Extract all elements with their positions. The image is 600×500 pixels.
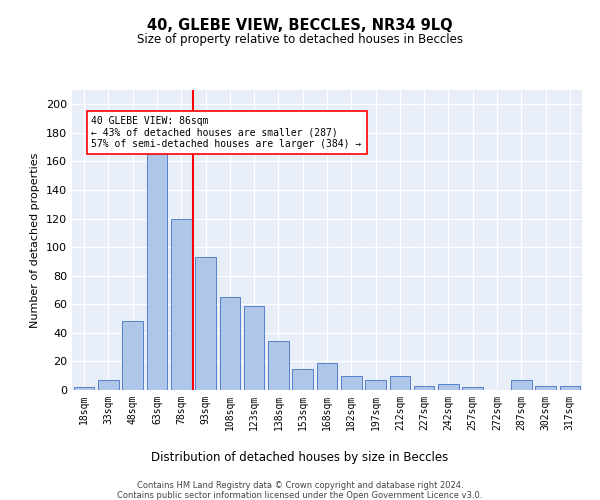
Bar — [389, 376, 410, 390]
Bar — [98, 380, 119, 390]
Bar — [560, 386, 580, 390]
Bar — [365, 380, 386, 390]
Text: 40 GLEBE VIEW: 86sqm
← 43% of detached houses are smaller (287)
57% of semi-deta: 40 GLEBE VIEW: 86sqm ← 43% of detached h… — [91, 116, 362, 149]
Bar — [74, 387, 94, 390]
Text: 40, GLEBE VIEW, BECCLES, NR34 9LQ: 40, GLEBE VIEW, BECCLES, NR34 9LQ — [147, 18, 453, 32]
Bar — [292, 368, 313, 390]
Bar — [317, 363, 337, 390]
Bar — [341, 376, 362, 390]
Bar — [268, 342, 289, 390]
Text: Contains public sector information licensed under the Open Government Licence v3: Contains public sector information licen… — [118, 490, 482, 500]
Bar — [122, 322, 143, 390]
Bar — [463, 387, 483, 390]
Bar — [146, 147, 167, 390]
Bar — [414, 386, 434, 390]
Bar — [511, 380, 532, 390]
Bar — [220, 297, 240, 390]
Y-axis label: Number of detached properties: Number of detached properties — [31, 152, 40, 328]
Text: Contains HM Land Registry data © Crown copyright and database right 2024.: Contains HM Land Registry data © Crown c… — [137, 480, 463, 490]
Bar — [438, 384, 459, 390]
Bar — [244, 306, 265, 390]
Bar — [195, 257, 216, 390]
Bar — [171, 218, 191, 390]
Text: Distribution of detached houses by size in Beccles: Distribution of detached houses by size … — [151, 451, 449, 464]
Bar — [535, 386, 556, 390]
Text: Size of property relative to detached houses in Beccles: Size of property relative to detached ho… — [137, 32, 463, 46]
